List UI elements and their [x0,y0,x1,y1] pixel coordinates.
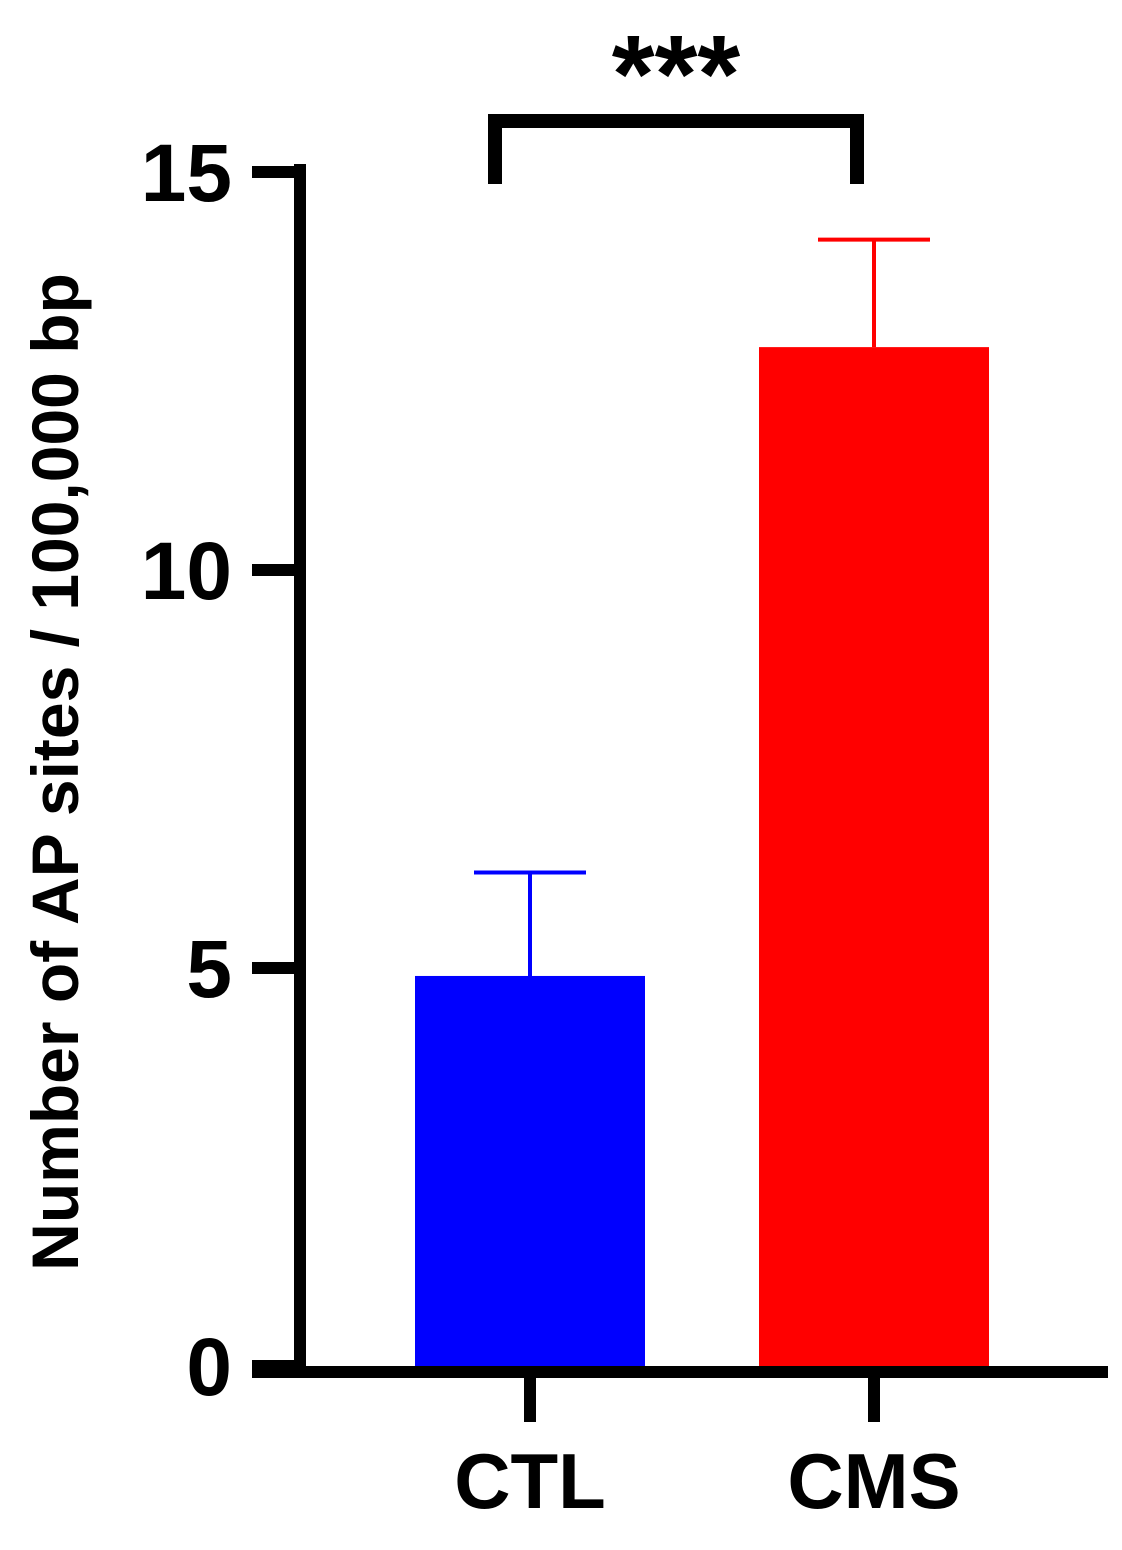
y-tick-label-10: 10 [141,526,232,617]
x-tick-label-cms: CMS [787,1437,960,1525]
axes-layer [252,164,1108,1378]
y-ticks-layer: 0 5 10 15 [141,128,300,1413]
x-tick-label-ctl: CTL [454,1437,606,1525]
error-bars-layer [474,237,930,976]
bar-ctl [415,975,645,1366]
y-tick-label-5: 5 [186,924,232,1015]
significance-layer: *** [488,13,864,184]
bars-layer [415,347,989,1366]
y-axis-label: Number of AP sites / 100,000 bp [18,273,92,1271]
significance-bracket [488,114,864,184]
bar-cms [759,347,989,1366]
y-tick-label-0: 0 [186,1322,232,1413]
x-ticks-layer: CTL CMS [454,1372,961,1525]
significance-label: *** [612,13,741,136]
y-tick-label-15: 15 [141,128,232,219]
